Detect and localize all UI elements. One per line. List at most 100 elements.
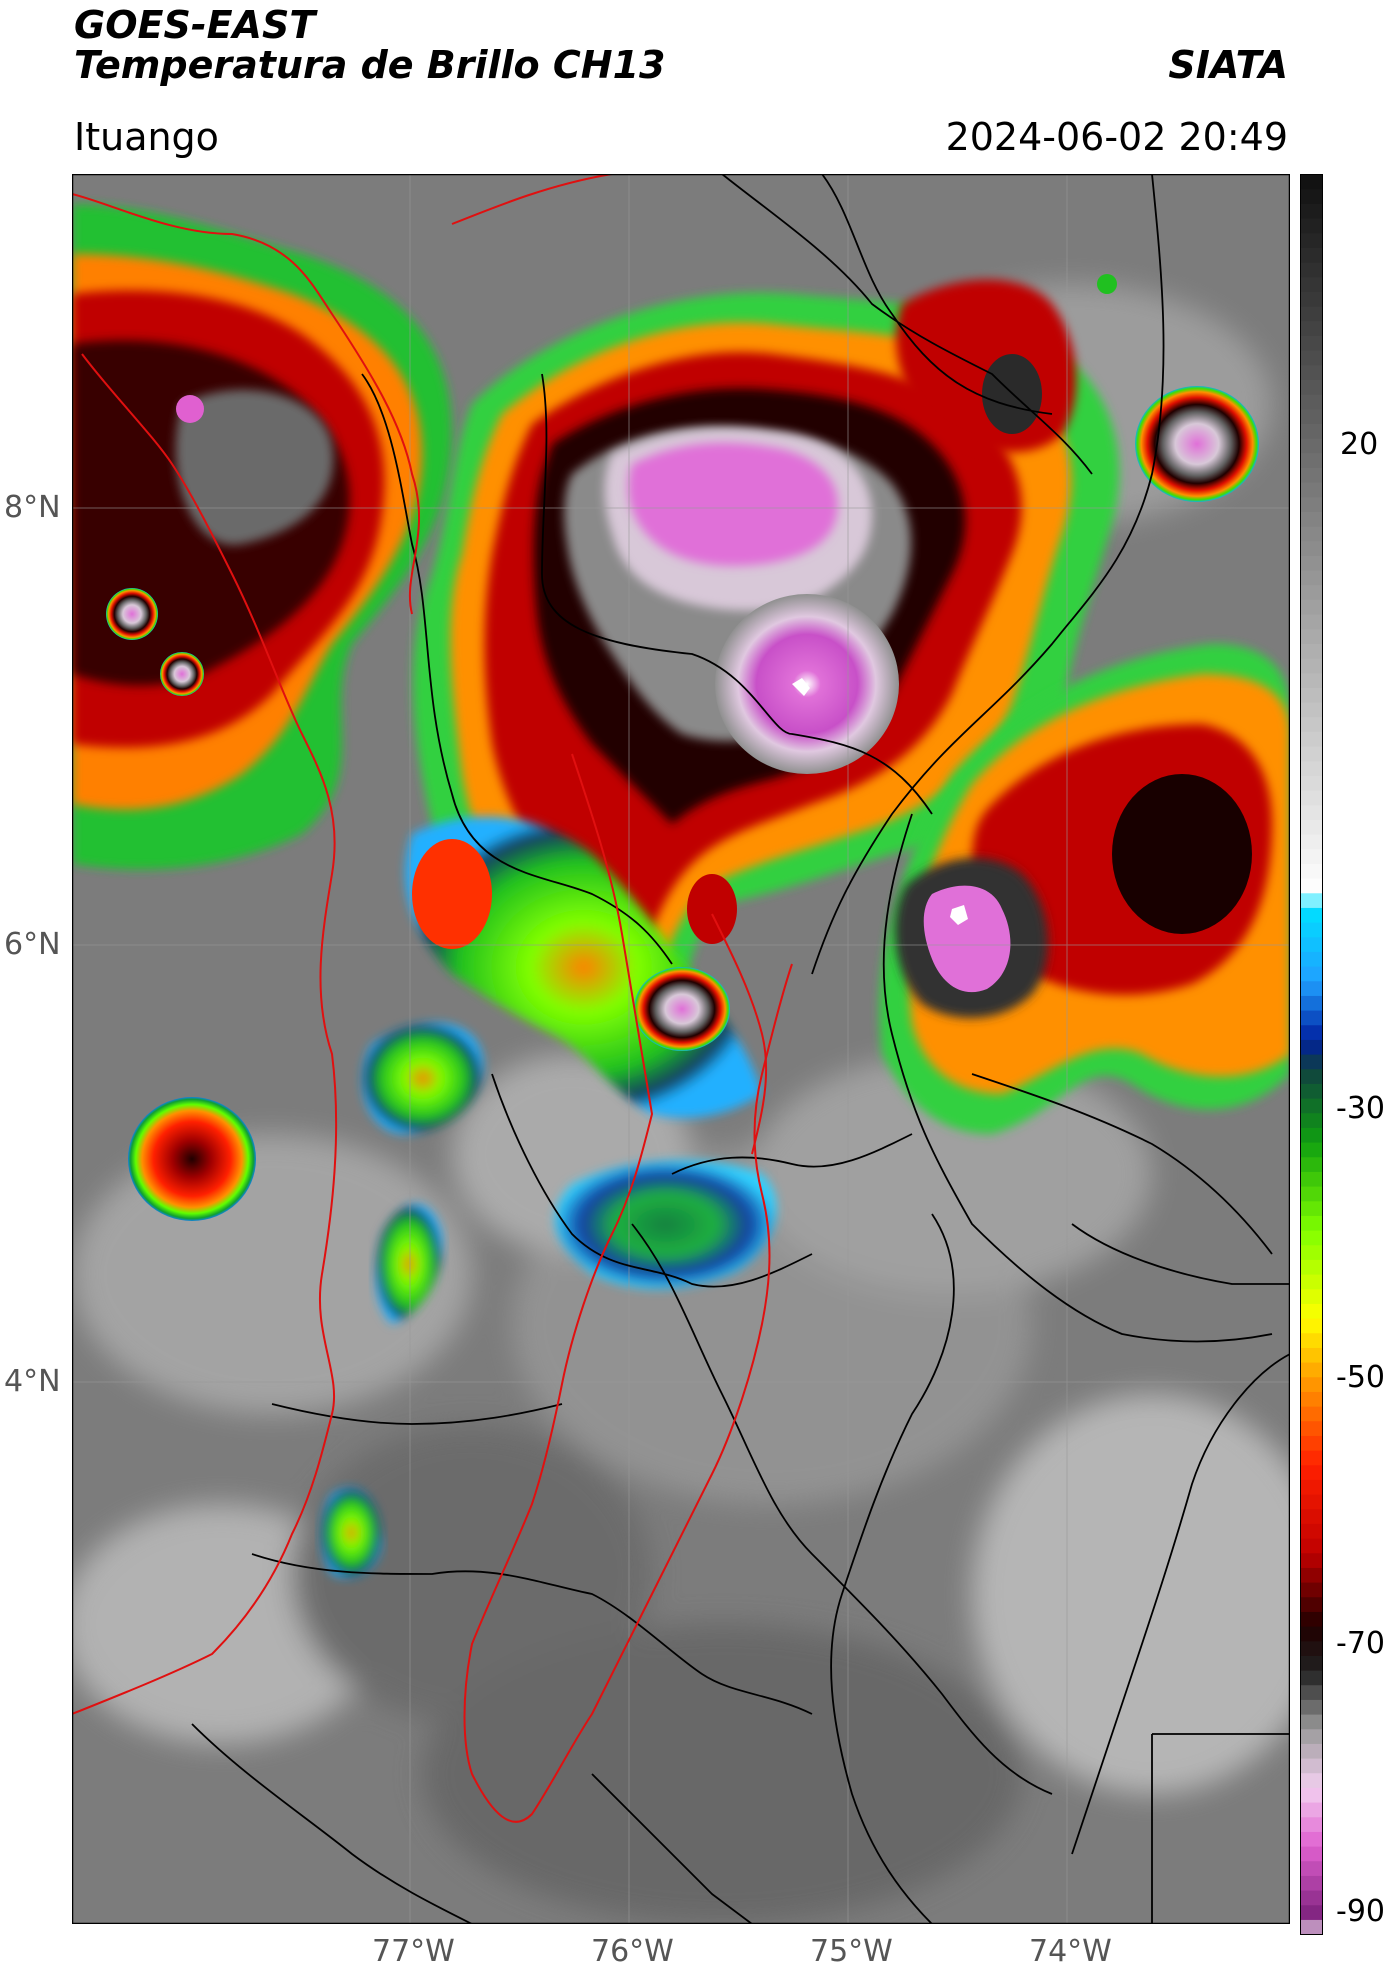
colorbar-band bbox=[1300, 878, 1323, 894]
colorbar-band bbox=[1300, 790, 1323, 806]
colorbar-band bbox=[1300, 350, 1323, 366]
colorbar-band bbox=[1300, 760, 1323, 776]
colorbar-band bbox=[1300, 892, 1323, 908]
colorbar-band bbox=[1300, 1244, 1323, 1260]
colorbar-band bbox=[1300, 1728, 1323, 1744]
map-frame bbox=[72, 174, 1290, 1924]
region-label: Ituango bbox=[74, 115, 219, 159]
colorbar-band bbox=[1300, 1318, 1323, 1334]
colorbar-band bbox=[1300, 1567, 1323, 1583]
colorbar-band bbox=[1300, 1332, 1323, 1348]
colorbar-band bbox=[1300, 995, 1323, 1011]
colorbar-band bbox=[1300, 687, 1323, 703]
colorbar-band bbox=[1300, 1640, 1323, 1656]
colorbar-band bbox=[1300, 306, 1323, 322]
lon-label-76: 76°W bbox=[591, 1934, 674, 1969]
colorbar-band bbox=[1300, 1890, 1323, 1906]
lon-label-74: 74°W bbox=[1029, 1934, 1112, 1969]
colorbar-band bbox=[1300, 716, 1323, 732]
colorbar-band bbox=[1300, 1098, 1323, 1114]
colorbar-band bbox=[1300, 628, 1323, 644]
colorbar-band bbox=[1300, 276, 1323, 292]
colorbar-band bbox=[1300, 1758, 1323, 1774]
colorbar-band bbox=[1300, 775, 1323, 791]
colorbar-band bbox=[1300, 232, 1323, 248]
colorbar-band bbox=[1300, 555, 1323, 571]
colorbar-band bbox=[1300, 188, 1323, 204]
colorbar-band bbox=[1300, 1611, 1323, 1627]
colorbar-band bbox=[1300, 1552, 1323, 1568]
colorbar-tick-minus30: -30 bbox=[1336, 1091, 1384, 1126]
colorbar-band bbox=[1300, 1787, 1323, 1803]
colorbar-band bbox=[1300, 438, 1323, 454]
colorbar-band bbox=[1300, 1831, 1323, 1847]
colorbar-band bbox=[1300, 526, 1323, 542]
colorbar-band bbox=[1300, 1479, 1323, 1495]
colorbar-band bbox=[1300, 863, 1323, 879]
colorbar-band bbox=[1300, 511, 1323, 527]
colorbar-band bbox=[1300, 907, 1323, 923]
colorbar-band bbox=[1300, 247, 1323, 263]
colorbar-band bbox=[1300, 1904, 1323, 1920]
colorbar-band bbox=[1300, 1010, 1323, 1026]
colorbar-band bbox=[1300, 218, 1323, 234]
colorbar-band bbox=[1300, 702, 1323, 718]
colorbar-band bbox=[1300, 746, 1323, 762]
colorbar-band bbox=[1300, 1699, 1323, 1715]
colorbar-band bbox=[1300, 1596, 1323, 1612]
colorbar-band bbox=[1300, 936, 1323, 952]
colorbar-band bbox=[1300, 1024, 1323, 1040]
colorbar-band bbox=[1300, 1919, 1323, 1935]
colorbar-band bbox=[1300, 614, 1323, 630]
lon-label-77: 77°W bbox=[372, 1934, 455, 1969]
colorbar-band bbox=[1300, 1083, 1323, 1099]
colorbar-band bbox=[1300, 1142, 1323, 1158]
colorbar-band bbox=[1300, 804, 1323, 820]
colorbar-band bbox=[1300, 672, 1323, 688]
colorbar-band bbox=[1300, 1743, 1323, 1759]
colorbar bbox=[1300, 174, 1323, 1935]
product-title: Temperatura de Brillo CH13 bbox=[74, 43, 666, 87]
graticule bbox=[72, 174, 1290, 1924]
colorbar-band bbox=[1300, 980, 1323, 996]
colorbar-band bbox=[1300, 1875, 1323, 1891]
colorbar-band bbox=[1300, 203, 1323, 219]
colorbar-band bbox=[1300, 291, 1323, 307]
colorbar-band bbox=[1300, 1230, 1323, 1246]
colorbar-band bbox=[1300, 1186, 1323, 1202]
colorbar-band bbox=[1300, 1215, 1323, 1231]
datetime-label: 2024-06-02 20:49 bbox=[945, 115, 1288, 159]
colorbar-band bbox=[1300, 1846, 1323, 1862]
colorbar-band bbox=[1300, 1860, 1323, 1876]
colorbar-tick-minus50: -50 bbox=[1336, 1360, 1384, 1395]
colorbar-band bbox=[1300, 379, 1323, 395]
colorbar-band bbox=[1300, 1450, 1323, 1466]
colorbar-band bbox=[1300, 1816, 1323, 1832]
lat-label-6: 6°N bbox=[4, 927, 61, 962]
colorbar-band bbox=[1300, 1523, 1323, 1539]
colorbar-band bbox=[1300, 1670, 1323, 1686]
colorbar-band bbox=[1300, 394, 1323, 410]
department-border bbox=[72, 174, 793, 1823]
colorbar-band bbox=[1300, 1626, 1323, 1642]
colorbar-band bbox=[1300, 1538, 1323, 1554]
colorbar-band bbox=[1300, 1039, 1323, 1055]
colorbar-band bbox=[1300, 1259, 1323, 1275]
colorbar-band bbox=[1300, 452, 1323, 468]
colorbar-band bbox=[1300, 1655, 1323, 1671]
colorbar-band bbox=[1300, 570, 1323, 586]
colorbar-band bbox=[1300, 643, 1323, 659]
colorbar-band bbox=[1300, 1464, 1323, 1480]
colorbar-band bbox=[1300, 1054, 1323, 1070]
colorbar-tick-minus70: -70 bbox=[1336, 1626, 1384, 1661]
lon-label-75: 75°W bbox=[810, 1934, 893, 1969]
political-borders bbox=[191, 174, 1290, 1924]
colorbar-band bbox=[1300, 1112, 1323, 1128]
colorbar-band bbox=[1300, 922, 1323, 938]
colorbar-band bbox=[1300, 731, 1323, 747]
colorbar-band bbox=[1300, 1376, 1323, 1392]
colorbar-band bbox=[1300, 408, 1323, 424]
colorbar-band bbox=[1300, 423, 1323, 439]
colorbar-band bbox=[1300, 540, 1323, 556]
cloud-texture bbox=[72, 284, 1290, 1924]
